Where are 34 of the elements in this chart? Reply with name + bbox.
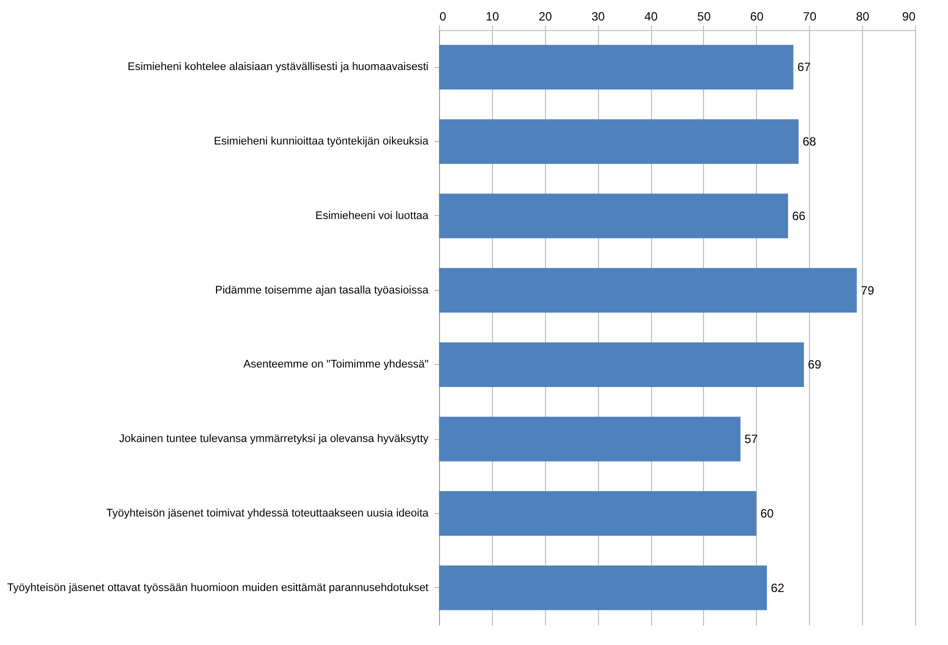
x-tick-label: 10 [486,10,500,24]
x-tick-label: 90 [902,10,916,24]
y-tick-label: Työyhteisön jäsenet toimivat yhdessä toteuttaakseen uusia ideoita [106,507,430,520]
data-label: 67 [797,60,812,74]
y-tick-label: Esimieheni kunnioittaa työntekijän oikeuksia [214,136,430,148]
bar [439,44,794,90]
y-tick-label: Työyhteisön jäsenet ottavat työssään huomioon muiden esittämät parannusehdotukset [7,582,428,594]
x-tick-label: 20 [538,10,552,24]
x-tick-label: 30 [591,10,606,24]
y-tick-label: Jokainen tuntee tulevansa ymmärretyksi ja olevansa hyväksytty [119,433,429,446]
bar [439,119,799,164]
y-tick-label: Esimieheeni voi luottaa [315,210,430,222]
data-label: 66 [792,208,806,223]
bar [439,342,804,387]
x-tick-label: 80 [856,10,870,24]
data-label: 69 [808,358,822,372]
y-tick-label: Esimieheni kohtelee alaisiaan ystävällisesti ja huomaavaisesti [128,61,428,74]
bar [439,416,740,462]
data-label: 62 [770,580,785,595]
x-tick-label: 70 [803,10,817,24]
bar [439,268,857,313]
bar [439,566,767,610]
x-tick-label: 40 [644,10,658,24]
data-label: 60 [760,506,774,520]
x-tick-label: 60 [750,10,764,24]
data-label: 57 [744,432,758,446]
y-tick-label: Pidämme toisemme ajan tasalla työasioissa [215,284,430,296]
data-label: 79 [860,283,874,298]
y-tick-label: Asenteemme on "Toimimme yhdessä" [243,358,429,371]
x-tick-label: 0 [440,10,446,24]
x-tick-label: 50 [697,10,711,24]
data-label: 68 [802,134,816,149]
bar [439,194,788,238]
bar [439,491,756,536]
